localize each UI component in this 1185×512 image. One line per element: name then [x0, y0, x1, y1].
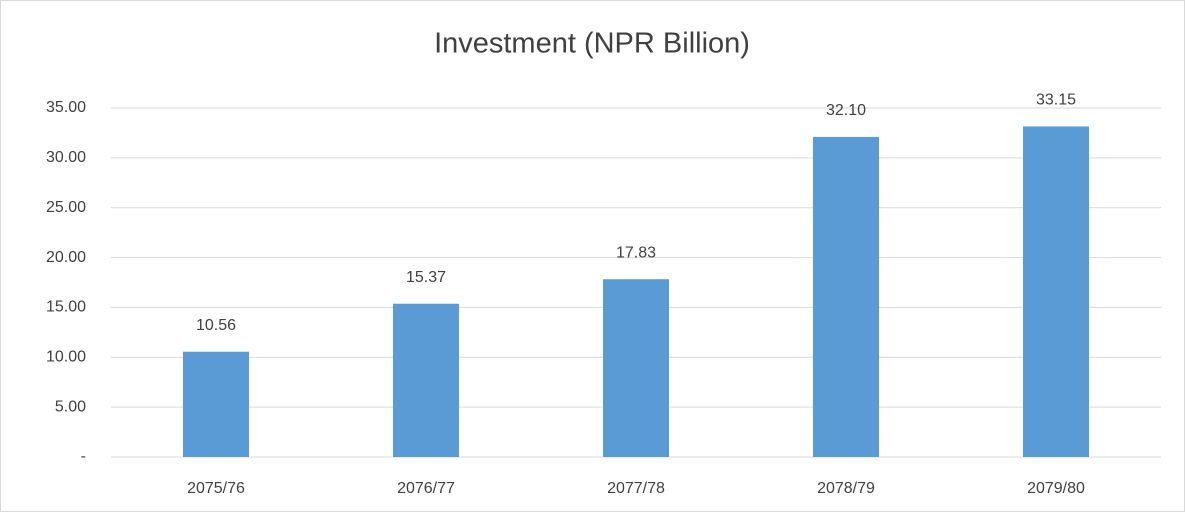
x-tick-label: 2076/77 — [397, 480, 455, 497]
y-tick-label: 20.00 — [46, 249, 86, 266]
bar — [603, 279, 669, 457]
data-label: 10.56 — [196, 317, 236, 334]
data-label: 17.83 — [616, 244, 656, 261]
bar — [183, 351, 249, 457]
y-tick-label: 25.00 — [46, 199, 86, 216]
x-tick-label: 2079/80 — [1027, 480, 1085, 497]
bar — [813, 136, 879, 457]
y-tick-label: 5.00 — [55, 398, 86, 415]
y-tick-label: 30.00 — [46, 149, 86, 166]
bar — [1023, 126, 1089, 457]
x-tick-label: 2078/79 — [817, 480, 875, 497]
y-tick-label: 35.00 — [46, 99, 86, 116]
data-label: 33.15 — [1036, 92, 1076, 109]
x-tick-label: 2075/76 — [187, 480, 245, 497]
chart-title: Investment (NPR Billion) — [434, 28, 750, 60]
y-tick-label: - — [81, 448, 86, 465]
y-tick-label: 15.00 — [46, 299, 86, 316]
data-label: 15.37 — [406, 269, 446, 286]
x-tick-label: 2077/78 — [607, 480, 665, 497]
y-tick-label: 10.00 — [46, 349, 86, 366]
data-label: 32.10 — [826, 102, 866, 119]
bar — [393, 303, 459, 457]
